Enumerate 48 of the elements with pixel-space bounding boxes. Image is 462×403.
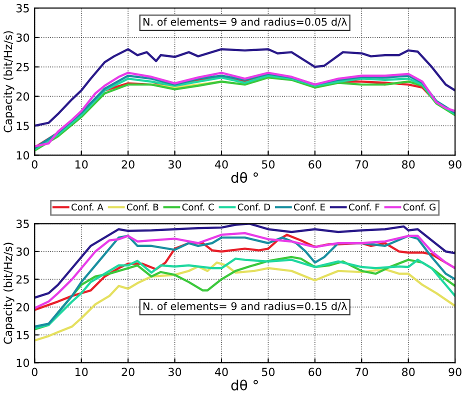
x-tick-label: 10 bbox=[76, 160, 88, 169]
x-tick-label: 50 bbox=[262, 368, 275, 376]
y-axis-title: Capacity (bit/Hz/s) bbox=[4, 242, 14, 344]
y-tick-label: 30 bbox=[16, 247, 30, 256]
y-tick-label: 25 bbox=[16, 275, 29, 284]
y-tick-label: 35 bbox=[16, 4, 29, 12]
y-tick-label: 20 bbox=[16, 303, 30, 312]
y-tick-label: 15 bbox=[16, 122, 29, 130]
legend-label: Conf. B bbox=[126, 203, 158, 211]
x-tick-label: 90 bbox=[448, 368, 462, 376]
x-tick-label: 40 bbox=[214, 160, 228, 169]
x-tick-label: 70 bbox=[355, 368, 368, 376]
y-tick-label: 10 bbox=[16, 358, 30, 368]
line-series bbox=[34, 234, 456, 328]
y-tick-label: 15 bbox=[16, 331, 29, 340]
y-axis-title: Capacity (bit/Hz/s) bbox=[4, 31, 14, 132]
x-tick-label: 20 bbox=[122, 160, 134, 169]
x-tick-label: 80 bbox=[402, 368, 415, 376]
legend-label: Conf. D bbox=[238, 203, 270, 211]
y-tick-label: 25 bbox=[16, 62, 29, 72]
x-tick-label: 80 bbox=[402, 160, 415, 169]
x-axis-title: dθ ° bbox=[231, 380, 258, 390]
y-tick-label: 30 bbox=[16, 33, 30, 42]
x-tick-label: 10 bbox=[76, 368, 88, 376]
y-tick-label: 20 bbox=[16, 92, 30, 101]
x-axis-title: dθ ° bbox=[231, 172, 258, 183]
annotation: N. of elements= 9 and radius=0.05 d/λ bbox=[144, 18, 347, 27]
annotation: N. of elements= 9 and radius=0.15 d/λ bbox=[144, 302, 347, 311]
x-tick-label: 30 bbox=[168, 160, 182, 169]
line-series bbox=[34, 261, 456, 342]
legend-label: Conf. F bbox=[348, 203, 380, 211]
x-tick-label: 0 bbox=[32, 160, 38, 169]
x-tick-label: 40 bbox=[214, 368, 228, 376]
legend-label: Conf. E bbox=[294, 203, 325, 211]
line-series bbox=[34, 48, 456, 127]
x-tick-label: 20 bbox=[122, 368, 134, 376]
x-tick-label: 0 bbox=[32, 368, 38, 376]
x-tick-label: 60 bbox=[308, 368, 322, 376]
x-tick-label: 30 bbox=[168, 368, 182, 376]
x-tick-label: 60 bbox=[308, 160, 322, 169]
y-tick-label: 35 bbox=[16, 220, 29, 228]
legend-label: Conf. C bbox=[182, 203, 214, 211]
legend-label: Conf. A bbox=[72, 203, 104, 211]
legend-label: Conf. G bbox=[403, 203, 436, 211]
x-tick-label: 90 bbox=[448, 160, 462, 169]
x-tick-label: 50 bbox=[262, 160, 275, 169]
x-tick-label: 70 bbox=[355, 160, 368, 169]
y-tick-label: 10 bbox=[16, 151, 30, 160]
